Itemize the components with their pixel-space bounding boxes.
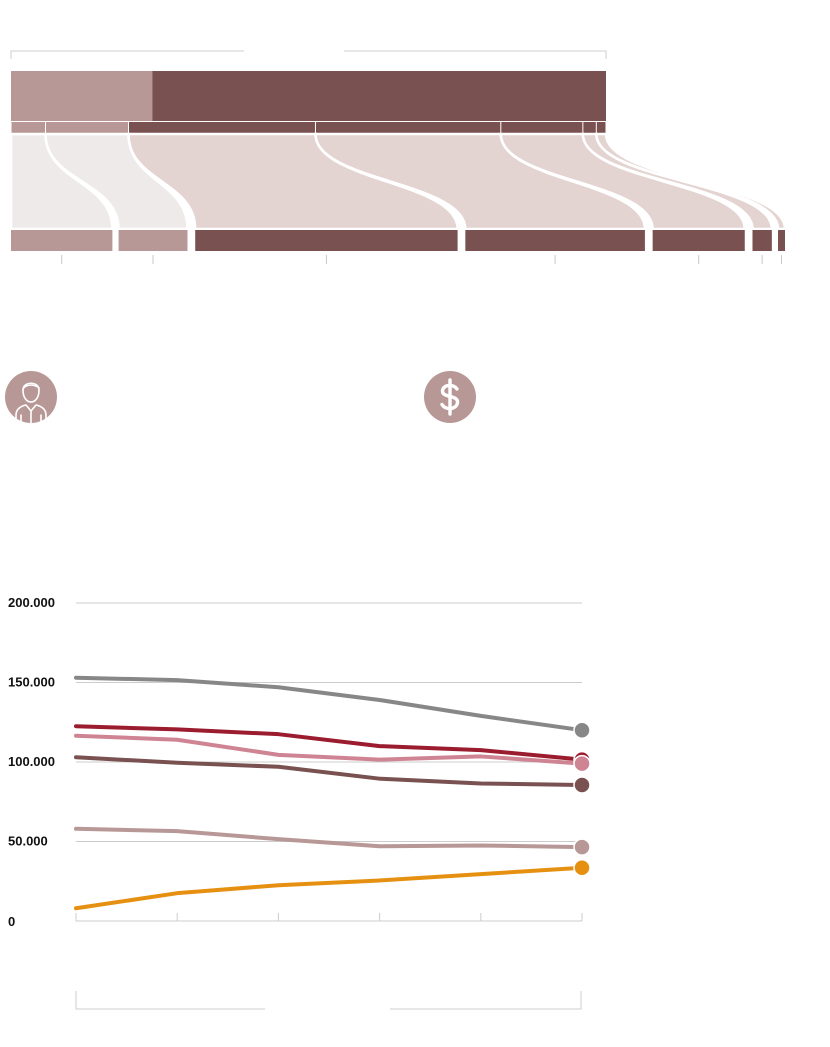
bottom-bracket [75, 991, 582, 1010]
top-segment [46, 122, 129, 133]
series-end-dot [573, 838, 591, 856]
series-end-dot [573, 858, 591, 877]
bottom-bar [118, 230, 188, 251]
bottom-bar [195, 230, 458, 251]
series-end-dot [573, 776, 591, 794]
top-segment [11, 122, 46, 133]
y-tick-label: 150.000 [8, 675, 55, 690]
series-line [74, 755, 584, 788]
series-line [74, 826, 584, 850]
line-chart: 200.000 150.000 100.000 50.000 0 [8, 595, 591, 1010]
y-tick-label: 200.000 [8, 595, 55, 610]
top-segment [501, 122, 583, 133]
top-bar [152, 71, 606, 121]
person-icon [5, 371, 57, 423]
series-line [74, 675, 584, 733]
series-line [74, 865, 584, 911]
bottom-bar [465, 230, 645, 251]
series-line [74, 733, 584, 766]
y-tick-label: 100.000 [8, 754, 55, 769]
top-bar [11, 71, 153, 121]
top-segment [596, 122, 606, 133]
dollar-icon [424, 371, 476, 423]
series-end-dot [573, 721, 591, 739]
bottom-bar [652, 230, 745, 251]
top-bracket [10, 50, 607, 59]
bottom-bar [752, 230, 772, 251]
bottom-bar [778, 230, 785, 251]
flow-diagram [9, 50, 787, 264]
top-segment [315, 122, 501, 133]
flow-band [595, 132, 787, 231]
series-end-dot [573, 754, 591, 773]
series-line [74, 724, 584, 762]
bottom-bar [11, 230, 113, 251]
y-tick-label: 0 [8, 914, 15, 929]
top-segment [129, 122, 315, 133]
top-segment [583, 122, 596, 133]
y-tick-label: 50.000 [8, 834, 48, 849]
